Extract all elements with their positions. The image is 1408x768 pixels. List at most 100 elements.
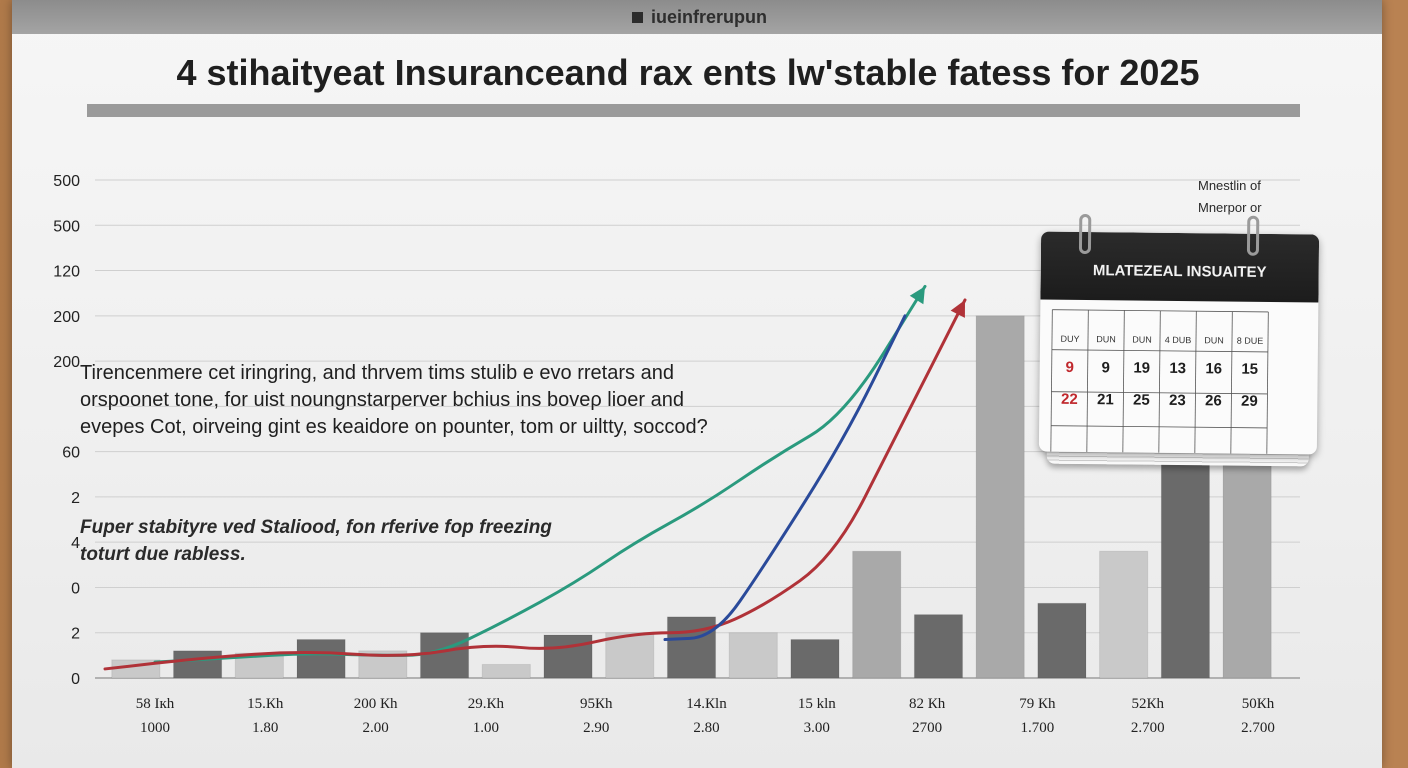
bar (790, 639, 840, 679)
chart-title: 4 stihaityeat Insuranceand rax ents lw's… (176, 52, 1200, 93)
calendar-date: 9 (1101, 359, 1110, 376)
calendar-gridline (1230, 311, 1233, 454)
calendar-day-label: 8 DUE (1237, 336, 1264, 346)
bar (1099, 550, 1149, 679)
x-tick-label: 29.Кh (468, 696, 505, 712)
x-tick-sublabel: 2.80 (693, 720, 719, 736)
calendar-gridline (1052, 309, 1269, 313)
calendar-gridline (1266, 311, 1269, 454)
x-tick-sublabel: 1.80 (252, 720, 278, 736)
bar (605, 632, 655, 679)
calendar-gridline (1122, 310, 1125, 453)
bar (1037, 602, 1087, 679)
legend-note-line: Mnerpor or (1198, 200, 1262, 215)
calendar-illustration: MLATEZEAL INSUAITEY DUY DUN DUN 4 DUB DUN 8 D… (1038, 213, 1320, 469)
legend-note: Mnestlin of Mnerpor or (1198, 175, 1288, 219)
y-tick-label: 500 (53, 173, 80, 190)
y-tick-label: 200 (53, 354, 80, 371)
calendar-gridline (1194, 311, 1197, 454)
bar (1222, 455, 1272, 679)
calendar-date: 23 (1169, 392, 1186, 409)
x-tick-sublabel: 2.700 (1241, 720, 1275, 736)
x-tick-label: 52Кh (1131, 696, 1164, 712)
annotation-secondary: Fuper stabityre ved Staliood, fon rferiv… (80, 514, 800, 568)
calendar-date: 9 (1065, 359, 1074, 376)
y-tick-label: 4 (71, 535, 80, 552)
series-arrowhead (909, 286, 925, 305)
x-tick-label: 79 Кh (1019, 696, 1056, 712)
x-tick-label: 82 Кh (909, 696, 946, 712)
x-tick-sublabel: 2700 (912, 720, 942, 736)
top-banner: iueinfrerupun (12, 0, 1382, 34)
calendar-date: 25 (1133, 392, 1150, 409)
bar (543, 634, 593, 679)
calendar-gridline (1158, 310, 1161, 453)
bar (1160, 448, 1210, 679)
calendar-date: 19 (1133, 360, 1150, 377)
calendar-day-label: DUN (1204, 335, 1224, 345)
x-tick-label: 15 kln (798, 696, 836, 712)
y-tick-label: 120 (53, 264, 80, 281)
series-arrowhead (950, 299, 965, 318)
y-tick-label: 200 (53, 309, 80, 326)
calendar-grid: DUY DUN DUN 4 DUB DUN 8 DUE 9 9 19 13 16 15 22 21 25 23… (1050, 309, 1269, 454)
calendar-gridline (1051, 391, 1268, 395)
brand: iueinfrerupun (632, 5, 767, 29)
annotation-main: Tirencenmere cet iringring, and thrvem t… (80, 360, 800, 441)
y-tick-label: 60 (62, 445, 80, 462)
bar (419, 632, 470, 679)
series-line (103, 298, 967, 671)
y-tick-label: 0 (71, 671, 80, 688)
calendar-day-label: DUN (1096, 334, 1116, 344)
calendar-gridline (1086, 310, 1089, 453)
series-line (663, 314, 907, 642)
calendar-gridline (1050, 309, 1053, 452)
y-tick-label: 2 (71, 626, 80, 643)
calendar-date: 21 (1097, 391, 1114, 408)
series-line (153, 284, 927, 664)
annotation-main-line: evepes Cot, oirveing gint es keaidore on… (80, 416, 708, 438)
bar (173, 650, 223, 679)
calendar-body: MLATEZEAL INSUAITEY DUY DUN DUN 4 DUB DUN 8 D… (1038, 231, 1320, 455)
title-rule (87, 104, 1300, 117)
calendar-ring-icon (1246, 215, 1260, 256)
calendar-date: 15 (1241, 361, 1258, 378)
annotation-secondary-line: Fuper stabityre ved Staliood, fon rferiv… (80, 517, 552, 538)
calendar-day-label: DUN (1132, 335, 1152, 345)
calendar-gridline (1051, 425, 1268, 429)
y-tick-label: 0 (71, 580, 80, 597)
x-tick-label: 15.Кh (247, 696, 284, 712)
bar (296, 639, 346, 679)
x-tick-label: 95Кh (580, 696, 613, 712)
calendar-day-label: 4 DUB (1165, 335, 1192, 345)
x-tick-sublabel: 1.00 (473, 720, 499, 736)
y-tick-label: 500 (53, 218, 80, 235)
calendar-date: 16 (1205, 360, 1222, 377)
bar (666, 616, 717, 679)
x-tick-sublabel: 1.700 (1021, 720, 1055, 736)
calendar-date: 26 (1205, 392, 1222, 409)
x-tick-label: 14.Кln (686, 696, 727, 712)
bar (975, 315, 1025, 679)
annotation-main-line: Tirencenmere cet iringring, and thrvem t… (80, 362, 674, 384)
x-tick-sublabel: 2.00 (362, 720, 388, 736)
calendar-ring-icon (1078, 213, 1092, 255)
bar (913, 614, 964, 679)
legend-note-line: Mnestlin of (1198, 178, 1261, 193)
x-tick-label: 58 Ікh (136, 696, 175, 712)
annotation-main-line: orspoonet tone, for uist noungnstarperve… (80, 389, 684, 411)
x-tick-sublabel: 1000 (140, 720, 170, 736)
y-tick-label: 2 (71, 490, 80, 507)
bar (481, 663, 531, 679)
x-tick-label: 200 Кh (354, 696, 398, 712)
brand-square-icon (632, 11, 643, 23)
annotation-secondary-line: toturt due rabless. (80, 544, 246, 565)
x-tick-sublabel: 3.00 (804, 720, 830, 736)
calendar-date: 29 (1241, 393, 1258, 410)
x-tick-sublabel: 2.700 (1131, 720, 1165, 736)
calendar-day-label: DUY (1060, 334, 1079, 344)
calendar-date: 13 (1169, 360, 1186, 377)
bar (852, 550, 902, 679)
calendar-date: 22 (1061, 391, 1078, 408)
